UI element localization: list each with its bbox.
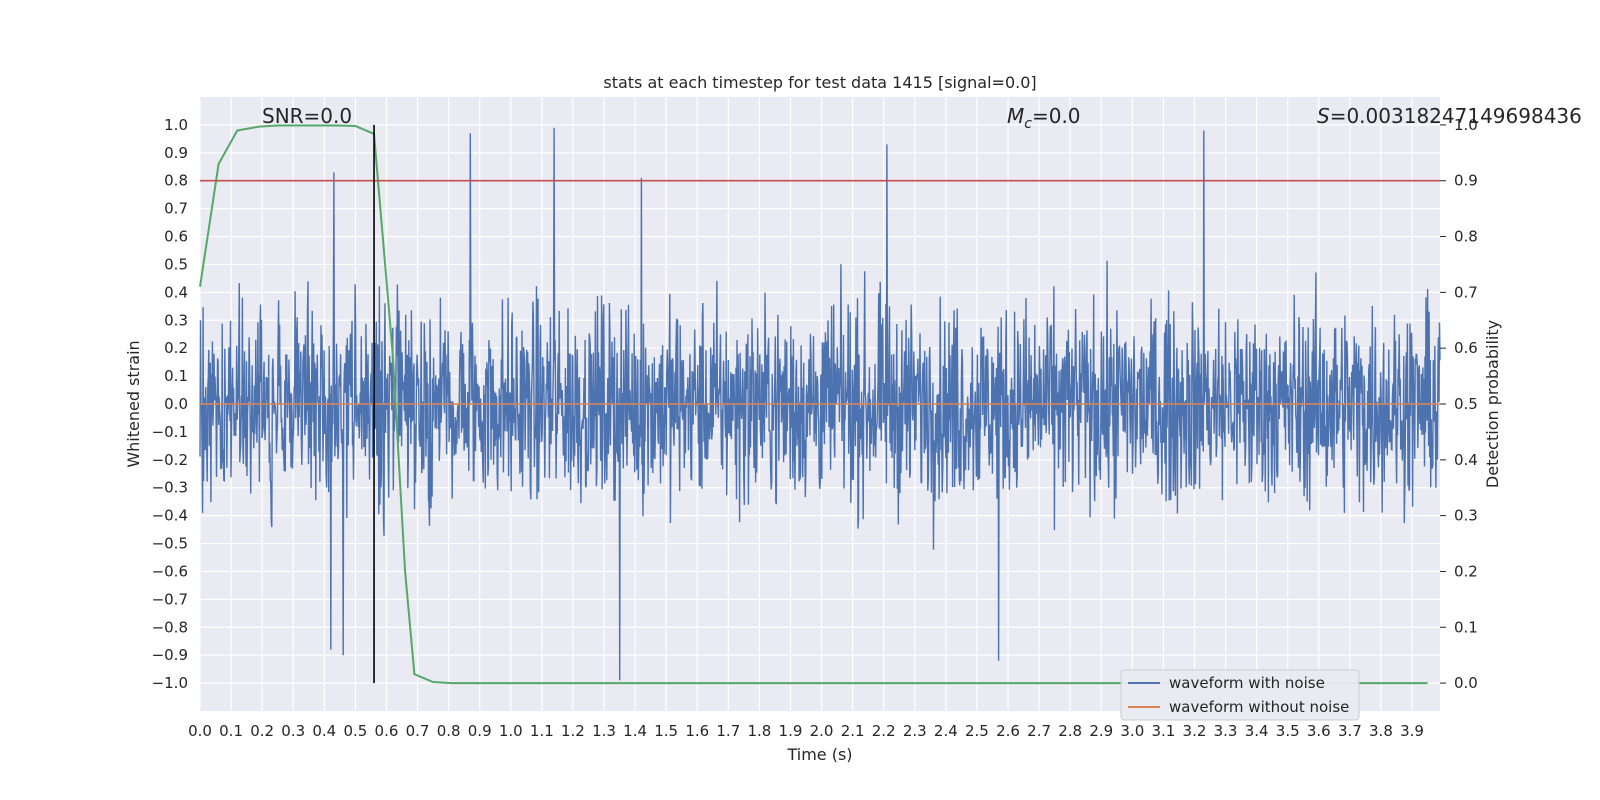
- x-tick-label: 1.7: [716, 722, 740, 740]
- y-right-tick-label: 0.6: [1454, 339, 1478, 357]
- y-tick-label: 0.5: [164, 255, 188, 273]
- s-symbol: S: [1317, 104, 1330, 128]
- y-tick-label: 0.3: [164, 311, 188, 329]
- legend-label-clean: waveform without noise: [1169, 698, 1349, 716]
- y-tick-label: 0.0: [164, 395, 188, 413]
- y-tick-label: 0.6: [164, 228, 188, 246]
- x-tick-label: 2.8: [1058, 722, 1082, 740]
- y-tick-label: −0.6: [152, 562, 188, 580]
- x-tick-label: 3.1: [1151, 722, 1175, 740]
- chart-title: stats at each timestep for test data 141…: [603, 73, 1036, 92]
- legend-label-noise: waveform with noise: [1169, 674, 1325, 692]
- x-tick-label: 2.5: [965, 722, 989, 740]
- y-right-tick-label: 0.8: [1454, 228, 1478, 246]
- y-right-tick-label: 0.7: [1454, 283, 1478, 301]
- x-tick-label: 2.1: [841, 722, 865, 740]
- x-tick-label: 0.1: [219, 722, 243, 740]
- x-tick-label: 2.0: [810, 722, 834, 740]
- y-tick-label: −0.7: [152, 590, 188, 608]
- y-right-tick-label: 0.2: [1454, 562, 1478, 580]
- y-tick-label: 1.0: [164, 116, 188, 134]
- y-axis-ticks: 1.0 0.9 0.8 0.7 0.6 0.5 0.4 0.3 0.2 0.1 0.0 −0.1 −0.…: [152, 116, 188, 692]
- x-tick-label: 1.6: [685, 722, 709, 740]
- y-tick-label: 0.2: [164, 339, 188, 357]
- x-axis-ticks: 0.0 0.1 0.2 0.3 0.4 0.5 0.6 0.7 0.8 0.9 1.0 1.1 1.2 1…: [188, 722, 1424, 740]
- mc-value: =0.0: [1032, 104, 1081, 128]
- x-tick-label: 0.0: [188, 722, 212, 740]
- y-tick-label: −1.0: [152, 674, 188, 692]
- x-tick-label: 2.2: [872, 722, 896, 740]
- x-tick-label: 0.2: [250, 722, 274, 740]
- x-tick-label: 3.4: [1245, 722, 1269, 740]
- y-tick-label: −0.4: [152, 507, 188, 525]
- x-axis-label: Time (s): [786, 745, 852, 764]
- x-tick-label: 0.5: [343, 722, 367, 740]
- x-tick-label: 1.9: [779, 722, 803, 740]
- y-right-tick-label: 0.5: [1454, 395, 1478, 413]
- series-waveform-with-noise: [199, 127, 1441, 681]
- mc-symbol: M: [1007, 104, 1024, 128]
- x-tick-label: 0.3: [281, 722, 305, 740]
- x-tick-label: 0.7: [406, 722, 430, 740]
- x-tick-label: 1.1: [530, 722, 554, 740]
- x-tick-label: 3.7: [1338, 722, 1362, 740]
- x-tick-label: 3.3: [1214, 722, 1238, 740]
- s-annotation: S=0.00318247149698436: [1317, 104, 1582, 128]
- x-tick-label: 3.0: [1120, 722, 1144, 740]
- legend-box: [1120, 669, 1360, 721]
- x-tick-label: 1.0: [499, 722, 523, 740]
- x-tick-label: 3.9: [1400, 722, 1424, 740]
- y-tick-label: 0.9: [164, 144, 188, 162]
- x-tick-label: 2.9: [1089, 722, 1113, 740]
- y-tick-label: −0.3: [152, 479, 188, 497]
- x-tick-label: 0.9: [468, 722, 492, 740]
- x-tick-label: 1.4: [623, 722, 647, 740]
- y-tick-label: 0.1: [164, 367, 188, 385]
- y-right-tick-label: 0.9: [1454, 172, 1478, 190]
- y-tick-label: 0.4: [164, 283, 188, 301]
- x-tick-label: 1.2: [561, 722, 585, 740]
- y-right-tick-label: 0.1: [1454, 618, 1478, 636]
- mc-subscript: c: [1024, 116, 1032, 132]
- y-right-tick-label: 1.0: [1454, 116, 1478, 134]
- y-tick-label: −0.9: [152, 646, 188, 664]
- y-tick-label: −0.8: [152, 618, 188, 636]
- x-tick-label: 2.6: [996, 722, 1020, 740]
- y-right-tick-label: 0.0: [1454, 674, 1478, 692]
- noise-line: [199, 127, 1441, 681]
- y-right-axis-ticks: 1.0 0.9 0.8 0.7 0.6 0.5 0.4 0.3 0.2 0.1 0.0: [1440, 116, 1478, 692]
- y-tick-label: −0.5: [152, 535, 188, 553]
- y-tick-label: −0.1: [152, 423, 188, 441]
- legend: waveform with noise waveform without noi…: [1120, 669, 1360, 721]
- y-tick-label: 0.8: [164, 172, 188, 190]
- snr-annotation: SNR=0.0: [262, 104, 352, 128]
- s-value: =0.00318247149698436: [1330, 104, 1582, 128]
- x-tick-label: 1.8: [747, 722, 771, 740]
- x-tick-label: 0.6: [375, 722, 399, 740]
- x-tick-label: 0.4: [312, 722, 336, 740]
- x-tick-label: 3.5: [1276, 722, 1300, 740]
- x-tick-label: 2.7: [1027, 722, 1051, 740]
- x-tick-label: 2.4: [934, 722, 958, 740]
- x-tick-label: 2.3: [903, 722, 927, 740]
- y-tick-label: 0.7: [164, 200, 188, 218]
- y-tick-label: −0.2: [152, 451, 188, 469]
- x-tick-label: 3.2: [1183, 722, 1207, 740]
- x-tick-label: 1.3: [592, 722, 616, 740]
- y-right-tick-label: 0.4: [1454, 451, 1478, 469]
- mc-annotation: Mc=0.0: [1007, 104, 1081, 132]
- x-tick-label: 3.8: [1369, 722, 1393, 740]
- x-tick-label: 3.6: [1307, 722, 1331, 740]
- y-axis-label: Whitened strain: [124, 340, 143, 467]
- x-tick-label: 1.5: [654, 722, 678, 740]
- y-right-tick-label: 0.3: [1454, 507, 1478, 525]
- x-tick-label: 0.8: [437, 722, 461, 740]
- y-right-axis-label: Detection probability: [1483, 320, 1502, 488]
